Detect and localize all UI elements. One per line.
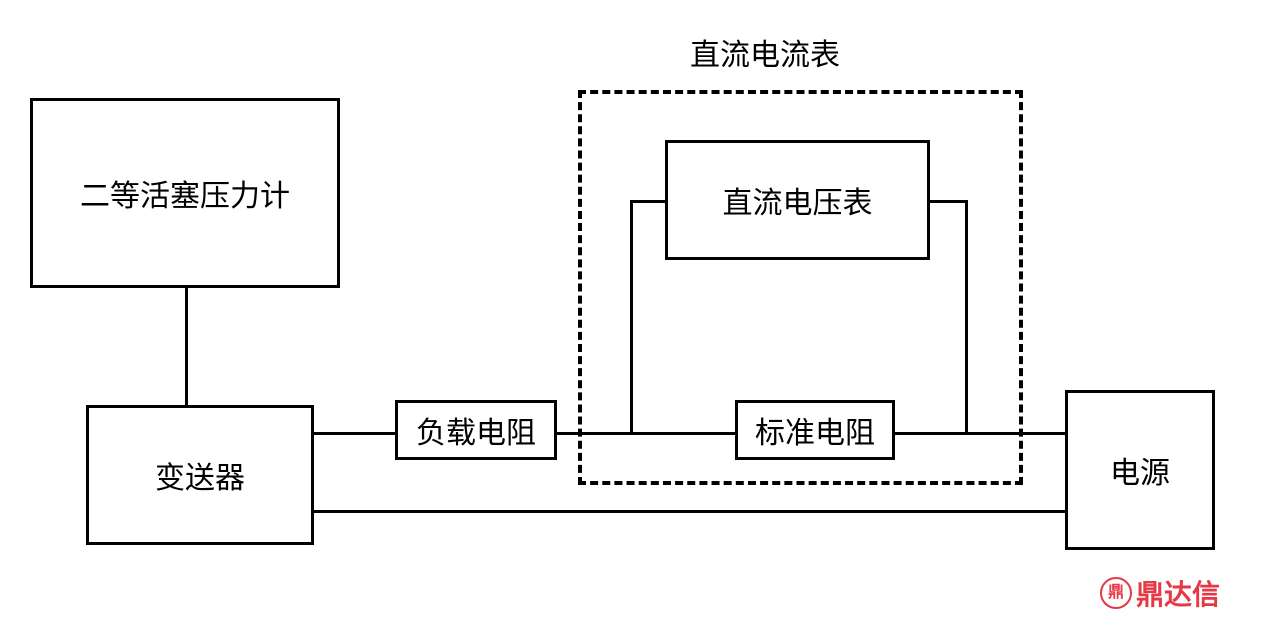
edge-voltmeter-right-v: [965, 200, 968, 435]
watermark-icon: 鼎: [1100, 577, 1132, 609]
node-standard-resistor-label: 标准电阻: [755, 408, 875, 452]
node-standard-resistor: 标准电阻: [735, 400, 895, 460]
node-dc-voltmeter: 直流电压表: [665, 140, 930, 260]
node-transmitter-label: 变送器: [155, 453, 245, 497]
watermark-text: 鼎达信: [1136, 573, 1220, 613]
node-power-supply-label: 电源: [1110, 448, 1170, 492]
node-dc-voltmeter-label: 直流电压表: [723, 178, 873, 222]
edge-loadres-stdres: [557, 432, 735, 435]
node-load-resistor-label: 负载电阻: [416, 408, 536, 452]
node-power-supply: 电源: [1065, 390, 1215, 550]
edge-voltmeter-left-v: [630, 200, 633, 435]
node-piston-gauge: 二等活塞压力计: [30, 98, 340, 288]
edge-transmitter-loadres: [314, 432, 395, 435]
edge-transmitter-power-return: [314, 510, 1065, 513]
node-load-resistor: 负载电阻: [395, 400, 557, 460]
node-piston-gauge-label: 二等活塞压力计: [80, 171, 290, 215]
edge-stdres-power: [895, 432, 1065, 435]
node-transmitter: 变送器: [86, 405, 314, 545]
diagram-canvas: 直流电流表 二等活塞压力计 变送器 负载电阻 直流电压表 标准电阻 电源 鼎 鼎…: [0, 0, 1284, 626]
edge-voltmeter-left-h: [630, 200, 665, 203]
group-title: 直流电流表: [690, 30, 840, 74]
edge-piston-transmitter: [185, 288, 188, 405]
edge-voltmeter-right-h: [930, 200, 968, 203]
watermark: 鼎 鼎达信: [1100, 573, 1220, 613]
